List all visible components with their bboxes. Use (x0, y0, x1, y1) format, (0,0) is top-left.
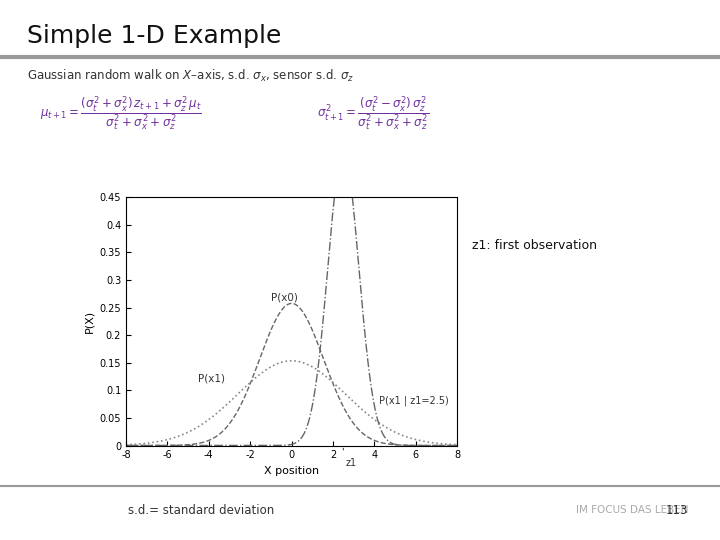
Text: IM FOCUS DAS LEBEN: IM FOCUS DAS LEBEN (576, 505, 688, 515)
Text: P(x0): P(x0) (271, 293, 298, 302)
Text: $\mu_{t+1} = \dfrac{(\sigma_t^2 + \sigma_x^2)\,z_{t+1} + \sigma_z^2\,\mu_t}{\sig: $\mu_{t+1} = \dfrac{(\sigma_t^2 + \sigma… (40, 94, 202, 133)
Y-axis label: P(X): P(X) (84, 310, 94, 333)
Text: 113: 113 (665, 504, 688, 517)
Text: Gaussian random walk on $X$–axis, s.d. $\sigma_x$, sensor s.d. $\sigma_z$: Gaussian random walk on $X$–axis, s.d. $… (27, 68, 354, 84)
Text: s.d.= standard deviation: s.d.= standard deviation (128, 504, 275, 517)
Text: Simple 1-D Example: Simple 1-D Example (27, 24, 282, 48)
Text: z1: first observation: z1: first observation (472, 239, 597, 252)
Text: z1: z1 (346, 457, 356, 468)
Text: P(x1): P(x1) (199, 373, 225, 383)
Text: P(x1 | z1=2.5): P(x1 | z1=2.5) (379, 396, 449, 406)
X-axis label: X position: X position (264, 466, 319, 476)
Text: $\sigma^2_{t+1} = \dfrac{(\sigma_t^2 - \sigma_x^2)\,\sigma_z^2}{\sigma_t^2 + \si: $\sigma^2_{t+1} = \dfrac{(\sigma_t^2 - \… (317, 94, 429, 133)
